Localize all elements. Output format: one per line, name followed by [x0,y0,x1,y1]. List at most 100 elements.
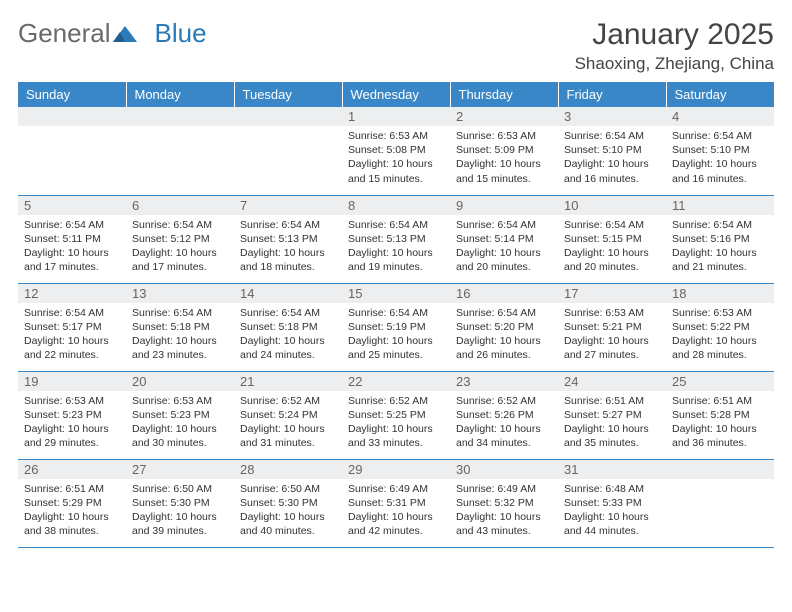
weekday-header: Friday [558,82,666,107]
day-detail-line: Sunset: 5:20 PM [456,320,552,334]
day-detail-line: Sunset: 5:18 PM [240,320,336,334]
calendar-day-cell: 22Sunrise: 6:52 AMSunset: 5:25 PMDayligh… [342,371,450,459]
day-detail-line: Sunset: 5:29 PM [24,496,120,510]
day-number: 30 [450,460,558,479]
day-detail: Sunrise: 6:52 AMSunset: 5:24 PMDaylight:… [234,391,342,457]
day-detail: Sunrise: 6:53 AMSunset: 5:22 PMDaylight:… [666,303,774,369]
day-number: 20 [126,372,234,391]
day-number: 17 [558,284,666,303]
day-detail-line: Daylight: 10 hours [24,334,120,348]
calendar-week-row: 12Sunrise: 6:54 AMSunset: 5:17 PMDayligh… [18,283,774,371]
day-number: 16 [450,284,558,303]
day-detail-line: Sunset: 5:21 PM [564,320,660,334]
day-detail-line: Sunrise: 6:51 AM [564,394,660,408]
day-detail-line: Daylight: 10 hours [132,510,228,524]
day-detail-line: and 30 minutes. [132,436,228,450]
day-detail-line: Daylight: 10 hours [456,157,552,171]
day-detail-line: Sunset: 5:13 PM [240,232,336,246]
day-detail-line: Daylight: 10 hours [240,422,336,436]
day-detail-line: Sunrise: 6:50 AM [240,482,336,496]
day-detail-line: Sunrise: 6:54 AM [348,306,444,320]
day-detail-line: Sunrise: 6:54 AM [672,218,768,232]
day-detail: Sunrise: 6:54 AMSunset: 5:10 PMDaylight:… [558,126,666,192]
day-detail: Sunrise: 6:54 AMSunset: 5:19 PMDaylight:… [342,303,450,369]
day-detail: Sunrise: 6:54 AMSunset: 5:11 PMDaylight:… [18,215,126,281]
day-detail-line: Sunset: 5:23 PM [24,408,120,422]
calendar-day-cell: 15Sunrise: 6:54 AMSunset: 5:19 PMDayligh… [342,283,450,371]
day-number: 7 [234,196,342,215]
day-detail-line: Daylight: 10 hours [132,334,228,348]
day-detail-line: Daylight: 10 hours [564,334,660,348]
logo-text-general: General [18,18,111,49]
day-detail: Sunrise: 6:53 AMSunset: 5:23 PMDaylight:… [126,391,234,457]
day-detail-line: and 18 minutes. [240,260,336,274]
day-number: 24 [558,372,666,391]
day-detail-line: Sunset: 5:11 PM [24,232,120,246]
day-detail-line: Daylight: 10 hours [348,334,444,348]
calendar-day-cell: 28Sunrise: 6:50 AMSunset: 5:30 PMDayligh… [234,459,342,547]
day-detail: Sunrise: 6:54 AMSunset: 5:13 PMDaylight:… [234,215,342,281]
day-number [126,107,234,126]
day-detail-line: Daylight: 10 hours [348,157,444,171]
day-number: 9 [450,196,558,215]
calendar-day-cell: 17Sunrise: 6:53 AMSunset: 5:21 PMDayligh… [558,283,666,371]
day-detail-line: Sunrise: 6:54 AM [24,218,120,232]
day-detail-line: and 40 minutes. [240,524,336,538]
day-detail-line: Sunrise: 6:53 AM [132,394,228,408]
day-number: 31 [558,460,666,479]
day-detail-line: Daylight: 10 hours [564,157,660,171]
day-detail-line: Sunrise: 6:54 AM [24,306,120,320]
day-detail: Sunrise: 6:51 AMSunset: 5:29 PMDaylight:… [18,479,126,545]
calendar-day-cell: 10Sunrise: 6:54 AMSunset: 5:15 PMDayligh… [558,195,666,283]
day-detail-line: Sunset: 5:18 PM [132,320,228,334]
day-detail-line: Daylight: 10 hours [456,510,552,524]
day-detail-line: Sunrise: 6:48 AM [564,482,660,496]
day-number [234,107,342,126]
calendar-week-row: 26Sunrise: 6:51 AMSunset: 5:29 PMDayligh… [18,459,774,547]
day-number [18,107,126,126]
day-number: 15 [342,284,450,303]
calendar-day-cell [126,107,234,195]
day-detail: Sunrise: 6:54 AMSunset: 5:12 PMDaylight:… [126,215,234,281]
day-number [666,460,774,479]
day-detail: Sunrise: 6:54 AMSunset: 5:18 PMDaylight:… [126,303,234,369]
day-detail-line: Daylight: 10 hours [348,422,444,436]
day-detail-line: Daylight: 10 hours [564,422,660,436]
calendar-day-cell [234,107,342,195]
day-detail-line: Sunrise: 6:49 AM [348,482,444,496]
day-detail-line: Sunset: 5:14 PM [456,232,552,246]
day-detail-line: Sunrise: 6:50 AM [132,482,228,496]
day-detail-line: and 31 minutes. [240,436,336,450]
calendar-day-cell: 4Sunrise: 6:54 AMSunset: 5:10 PMDaylight… [666,107,774,195]
day-detail: Sunrise: 6:54 AMSunset: 5:15 PMDaylight:… [558,215,666,281]
calendar-day-cell: 19Sunrise: 6:53 AMSunset: 5:23 PMDayligh… [18,371,126,459]
day-detail-line: and 17 minutes. [132,260,228,274]
month-title: January 2025 [575,18,774,52]
day-detail-line: and 34 minutes. [456,436,552,450]
day-detail-line: Sunrise: 6:52 AM [348,394,444,408]
day-detail: Sunrise: 6:48 AMSunset: 5:33 PMDaylight:… [558,479,666,545]
day-detail-line: Daylight: 10 hours [132,246,228,260]
calendar-day-cell: 26Sunrise: 6:51 AMSunset: 5:29 PMDayligh… [18,459,126,547]
day-detail-line: and 17 minutes. [24,260,120,274]
day-detail-line: and 24 minutes. [240,348,336,362]
day-number: 1 [342,107,450,126]
day-detail: Sunrise: 6:54 AMSunset: 5:10 PMDaylight:… [666,126,774,192]
day-detail-line: Daylight: 10 hours [564,246,660,260]
day-number: 8 [342,196,450,215]
calendar-day-cell: 24Sunrise: 6:51 AMSunset: 5:27 PMDayligh… [558,371,666,459]
day-number: 13 [126,284,234,303]
day-detail: Sunrise: 6:49 AMSunset: 5:32 PMDaylight:… [450,479,558,545]
day-detail-line: Sunrise: 6:53 AM [672,306,768,320]
day-detail-line: Sunset: 5:25 PM [348,408,444,422]
day-detail-line: and 26 minutes. [456,348,552,362]
day-detail-line: Sunset: 5:30 PM [240,496,336,510]
calendar-day-cell: 13Sunrise: 6:54 AMSunset: 5:18 PMDayligh… [126,283,234,371]
calendar-day-cell: 8Sunrise: 6:54 AMSunset: 5:13 PMDaylight… [342,195,450,283]
logo-text-blue: Blue [155,18,207,49]
day-detail: Sunrise: 6:54 AMSunset: 5:16 PMDaylight:… [666,215,774,281]
day-detail-line: Sunrise: 6:54 AM [564,129,660,143]
calendar-day-cell: 20Sunrise: 6:53 AMSunset: 5:23 PMDayligh… [126,371,234,459]
day-detail-line: Sunset: 5:19 PM [348,320,444,334]
day-detail-line: Daylight: 10 hours [672,422,768,436]
